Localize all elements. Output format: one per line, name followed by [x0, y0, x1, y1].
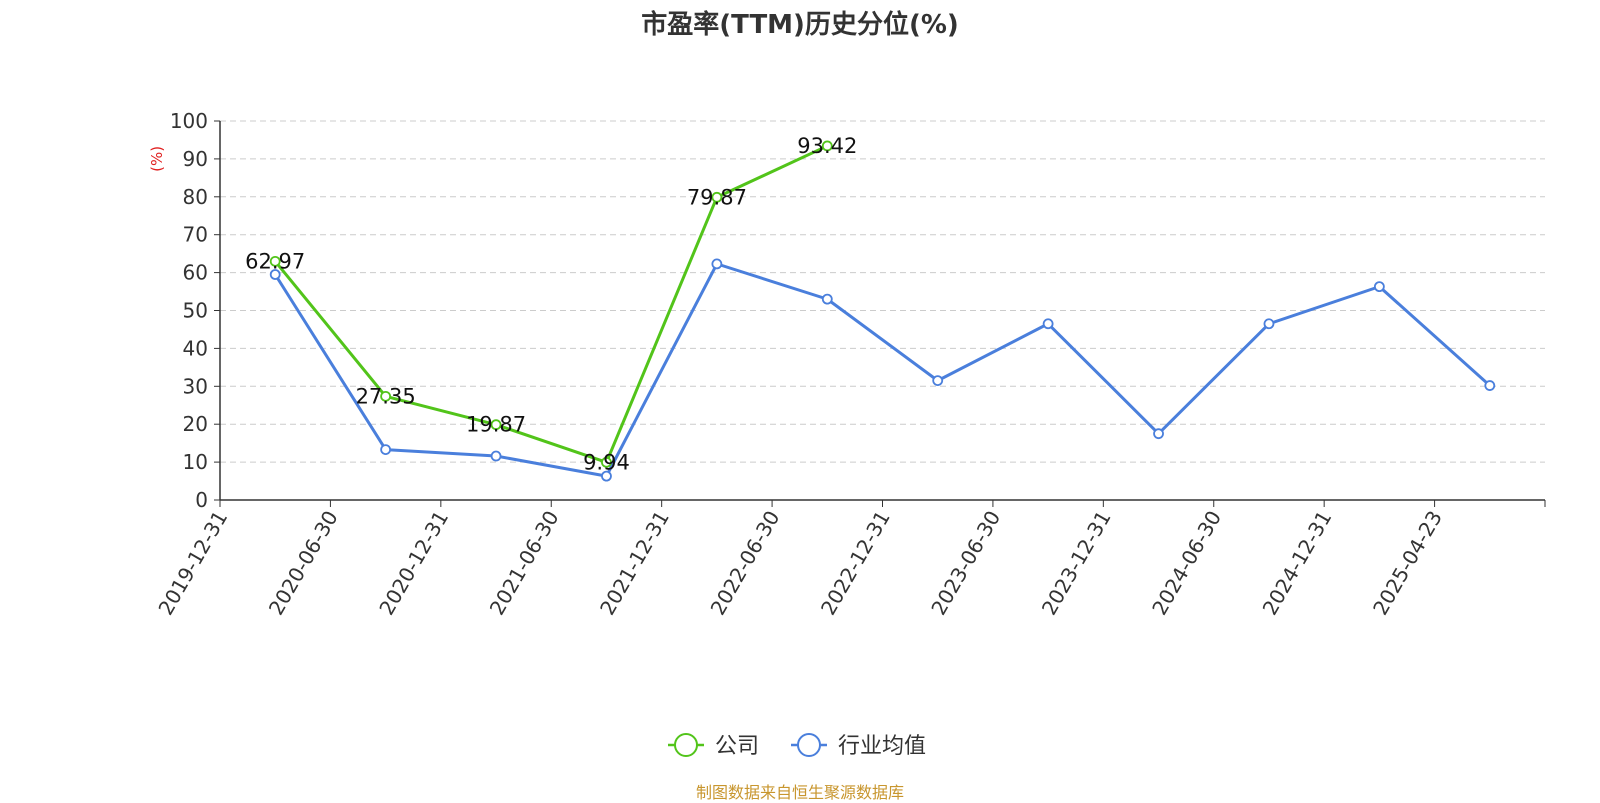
data-label: 62.97: [245, 249, 305, 273]
data-point: [711, 191, 723, 203]
y-tick-label: 50: [183, 299, 208, 323]
data-point: [490, 450, 502, 462]
data-point: [1263, 318, 1275, 330]
x-tick-label: 2023-12-31: [1037, 507, 1116, 620]
series-line-1: [273, 262, 1491, 478]
y-tick-label: 30: [183, 374, 208, 398]
y-tick-label: 40: [183, 336, 208, 360]
data-label: 79.87: [687, 185, 747, 209]
x-tick-label: 2020-12-31: [374, 507, 453, 620]
x-tick-label: 2021-12-31: [595, 507, 674, 620]
data-point: [380, 444, 392, 455]
x-tick-label: 2025-04-23: [1368, 507, 1447, 620]
data-point: [269, 269, 281, 280]
source-note: 制图数据来自恒生聚源数据库: [695, 783, 904, 802]
data-point: [601, 470, 612, 482]
data-point: [932, 375, 944, 387]
x-tick-label: 2021-06-30: [485, 507, 564, 620]
x-tick-label: 2020-06-30: [264, 507, 343, 620]
y-tick-label: 0: [195, 488, 208, 512]
y-tick-label: 10: [183, 450, 208, 474]
data-label: 19.87: [466, 413, 526, 437]
y-tick-label: 90: [183, 147, 208, 171]
data-point: [490, 419, 502, 431]
data-point: [1484, 380, 1496, 391]
x-tick-label: 2022-06-30: [706, 507, 785, 620]
y-tick-label: 20: [183, 412, 208, 436]
data-label: 93.42: [797, 134, 857, 158]
data-label: 9.94: [583, 450, 630, 474]
data-point: [601, 456, 612, 468]
data-point: [1153, 428, 1164, 440]
x-tick-label: 2024-06-30: [1147, 507, 1226, 620]
data-point: [821, 293, 833, 305]
legend-label: 公司: [715, 734, 759, 759]
data-point: [1373, 281, 1385, 293]
y-tick-label: 100: [170, 109, 208, 133]
x-tick-label: 2019-12-31: [153, 507, 232, 620]
x-tick-label: 2022-12-31: [816, 507, 895, 620]
x-tick-label: 2023-06-30: [926, 507, 1005, 620]
x-tick-label: 2024-12-31: [1258, 507, 1337, 620]
y-tick-label: 70: [183, 223, 208, 247]
y-axis-label: (%): [148, 146, 166, 172]
data-point: [711, 258, 723, 270]
legend-label: 行业均值: [838, 734, 926, 759]
y-tick-label: 80: [183, 185, 208, 209]
data-label: 27.35: [356, 384, 416, 408]
legend-marker-1: [797, 733, 821, 757]
y-tick-label: 60: [183, 261, 208, 285]
series-line-0: [274, 144, 828, 464]
chart-title: 市盈率(TTM)历史分位(%): [641, 10, 959, 40]
data-point: [269, 255, 281, 267]
data-point: [821, 140, 833, 152]
data-point: [380, 390, 392, 402]
legend-marker-0: [674, 733, 698, 757]
data-point: [1042, 318, 1054, 330]
